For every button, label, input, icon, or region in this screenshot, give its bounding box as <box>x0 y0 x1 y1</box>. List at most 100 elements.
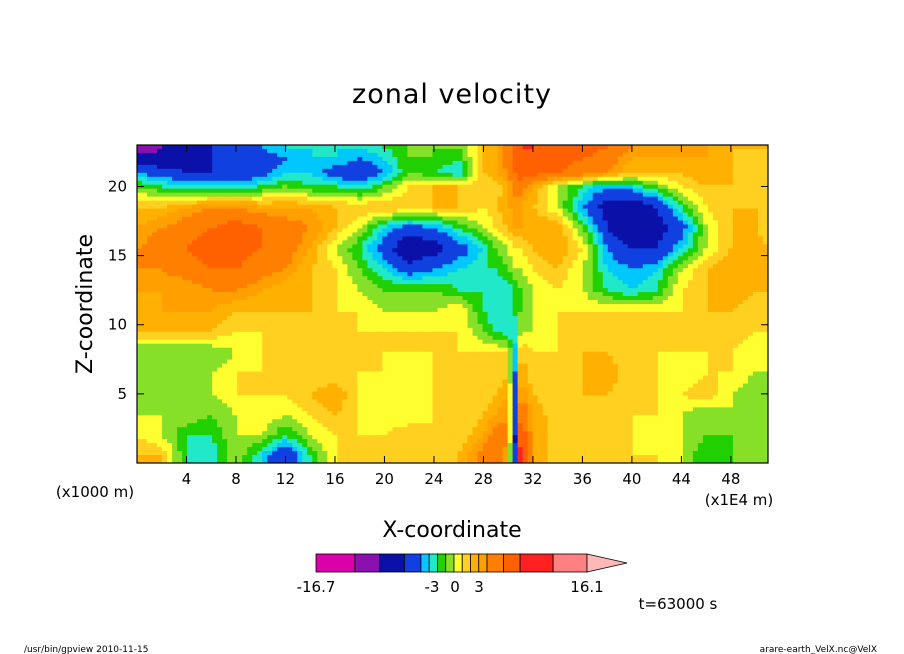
heatmap-cell <box>702 192 709 198</box>
heatmap-cell <box>292 172 298 178</box>
heatmap-cell <box>632 240 639 245</box>
heatmap-cell <box>312 184 318 190</box>
heatmap-cell <box>292 236 298 242</box>
heatmap-cell <box>587 145 594 150</box>
heatmap-cell <box>167 268 173 273</box>
heatmap-cell <box>577 168 584 174</box>
heatmap-cell <box>217 244 223 249</box>
heatmap-cell <box>362 148 368 154</box>
heatmap-cell <box>387 160 394 166</box>
heatmap-cell <box>437 148 444 154</box>
heatmap-cell <box>312 208 318 214</box>
heatmap-cell <box>552 220 559 226</box>
heatmap-cell <box>692 148 699 154</box>
heatmap-cell <box>207 192 213 198</box>
heatmap-cell <box>562 160 569 166</box>
heatmap-cell <box>237 196 243 202</box>
heatmap-cell <box>672 172 679 178</box>
heatmap-cell <box>587 240 594 245</box>
heatmap-cell <box>557 145 564 150</box>
heatmap-cell <box>562 172 569 178</box>
heatmap-cell <box>547 280 554 285</box>
heatmap-cell <box>522 232 529 238</box>
heatmap-cell <box>357 156 363 162</box>
heatmap-cell <box>582 188 589 194</box>
heatmap-cell <box>537 296 544 301</box>
heatmap-cell <box>427 280 434 285</box>
heatmap-cell <box>302 148 308 154</box>
heatmap-cell <box>512 272 519 277</box>
heatmap-cell <box>137 288 143 293</box>
heatmap-cell <box>557 168 564 174</box>
heatmap-cell <box>572 156 579 162</box>
heatmap-cell <box>577 192 584 198</box>
heatmap-cell <box>267 212 273 218</box>
heatmap-cell <box>612 168 619 174</box>
heatmap-cell <box>227 248 233 253</box>
heatmap-cell <box>692 228 699 234</box>
heatmap-cell <box>137 192 143 198</box>
heatmap-cell <box>447 264 454 269</box>
heatmap-cell <box>492 288 499 293</box>
heatmap-cell <box>307 204 313 210</box>
heatmap-cell <box>707 268 714 273</box>
heatmap-cell <box>397 292 404 297</box>
heatmap-cell <box>167 236 173 242</box>
heatmap-cell <box>257 160 263 166</box>
heatmap-cell <box>607 200 614 206</box>
heatmap-cell <box>412 256 419 261</box>
heatmap-cell <box>747 168 754 174</box>
heatmap-cell <box>712 180 719 186</box>
heatmap-cell <box>627 168 634 174</box>
heatmap-cell <box>412 228 419 234</box>
heatmap-cell <box>137 148 143 154</box>
heatmap-cell <box>617 240 624 245</box>
heatmap-cell <box>687 145 694 150</box>
heatmap-cell <box>447 200 454 206</box>
heatmap-cell <box>337 184 343 190</box>
heatmap-cell <box>252 176 258 182</box>
heatmap-cell <box>267 160 273 166</box>
heatmap-cell <box>297 224 303 230</box>
heatmap-cell <box>472 148 479 154</box>
heatmap-cell <box>307 292 313 297</box>
heatmap-cell <box>392 176 399 182</box>
heatmap-cell <box>507 188 514 194</box>
heatmap-cell <box>222 244 228 249</box>
heatmap-cell <box>497 184 504 190</box>
heatmap-cell <box>727 236 734 242</box>
heatmap-cell <box>252 168 258 174</box>
heatmap-cell <box>312 152 318 158</box>
heatmap-cell <box>372 276 378 281</box>
heatmap-cell <box>417 216 424 222</box>
heatmap-cell <box>727 180 734 186</box>
heatmap-cell <box>387 196 394 202</box>
heatmap-cell <box>757 248 764 253</box>
heatmap-cell <box>647 292 654 297</box>
heatmap-cell <box>472 172 479 178</box>
heatmap-cell <box>157 272 163 277</box>
heatmap-cell <box>192 276 198 281</box>
heatmap-cell <box>147 292 153 297</box>
heatmap-cell <box>632 196 639 202</box>
heatmap-cell <box>692 292 699 297</box>
heatmap-cell <box>412 260 419 265</box>
heatmap-cell <box>327 252 333 257</box>
heatmap-cell <box>602 184 609 190</box>
heatmap-cell <box>232 248 238 253</box>
heatmap-cell <box>217 196 223 202</box>
heatmap-cell <box>352 148 358 154</box>
heatmap-cell <box>682 168 689 174</box>
heatmap-cell <box>207 200 213 206</box>
heatmap-cell <box>652 228 659 234</box>
heatmap-cell <box>537 156 544 162</box>
heatmap-cell <box>547 248 554 253</box>
heatmap-cell <box>722 256 729 261</box>
heatmap-cell <box>312 188 318 194</box>
heatmap-cell <box>642 216 649 222</box>
heatmap-cell <box>197 280 203 285</box>
heatmap-cell <box>697 272 704 277</box>
heatmap-cell <box>657 220 664 226</box>
heatmap-cell <box>457 152 464 158</box>
heatmap-cell <box>562 200 569 206</box>
